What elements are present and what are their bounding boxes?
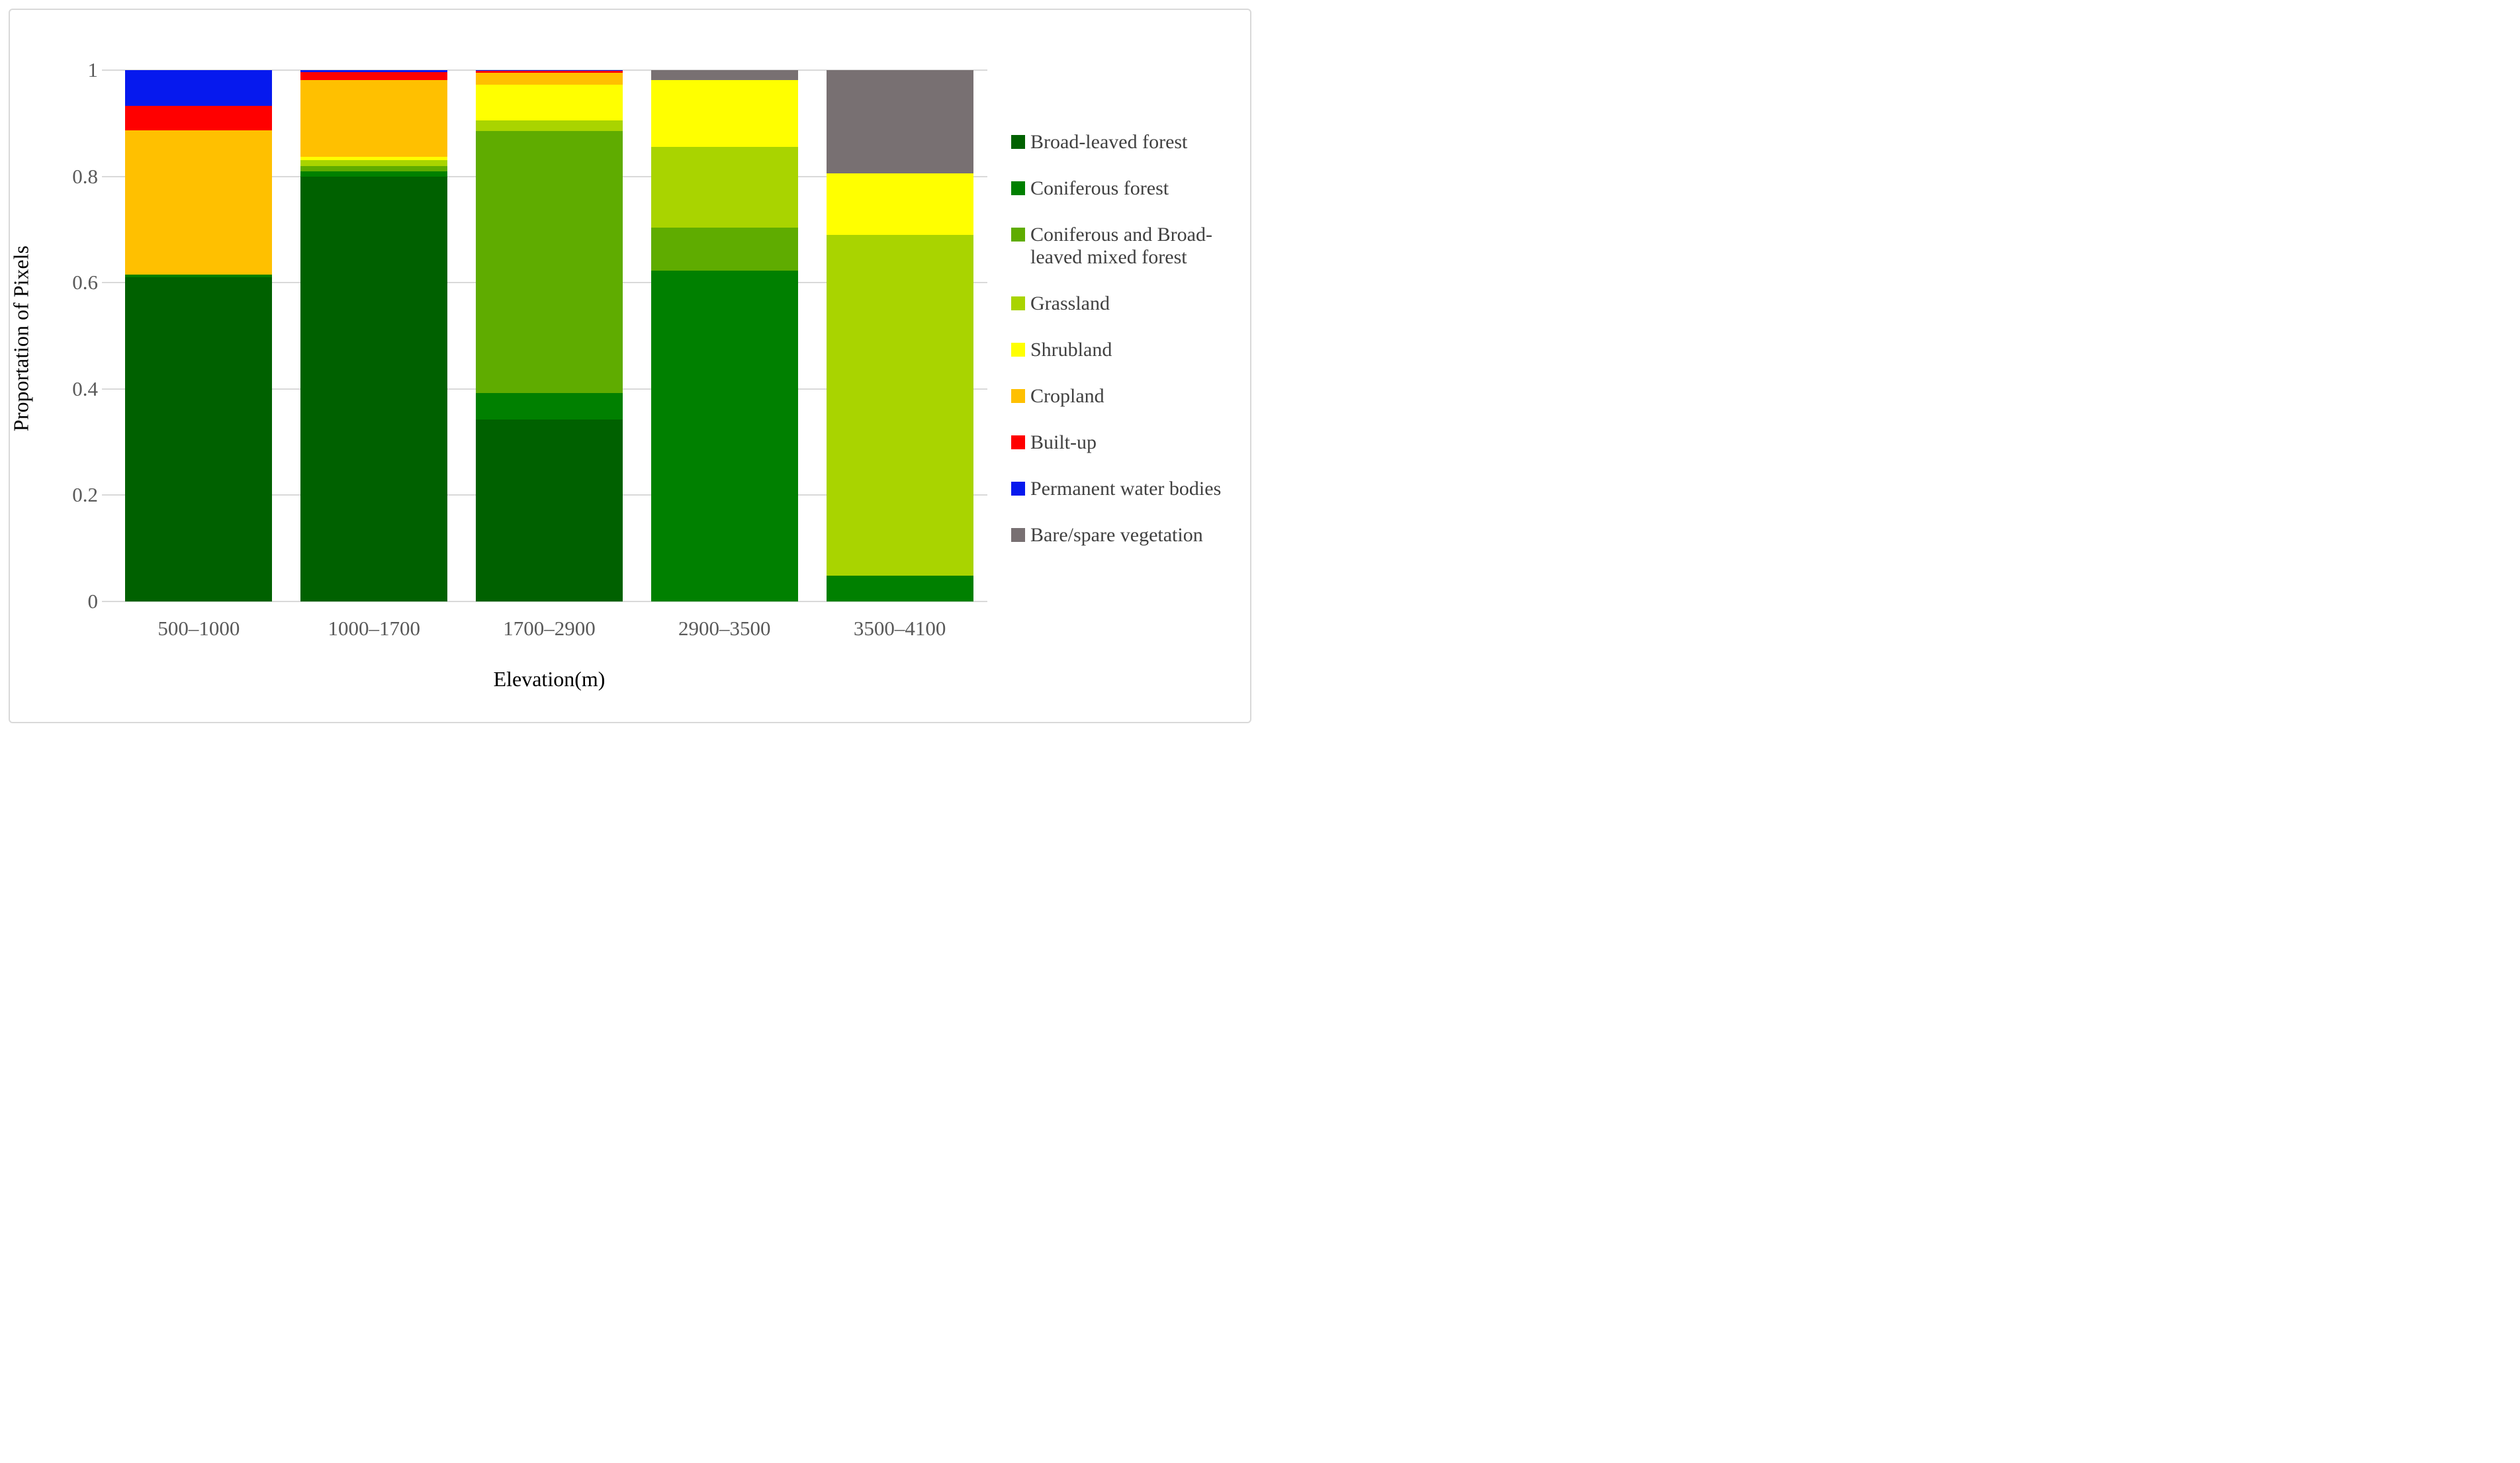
bar-segment [300, 159, 448, 166]
bar-group [111, 70, 987, 601]
bar-segment [475, 73, 623, 85]
bar-segment [125, 130, 273, 275]
bar-segment [651, 147, 798, 228]
y-tick-label: 0.6 [72, 271, 98, 294]
x-axis-tick-labels: 500–1000 1000–1700 1700–2900 2900–3500 3500–… [111, 617, 987, 641]
x-tick-label: 2900–3500 [678, 617, 771, 640]
bar-segment [475, 70, 623, 71]
bar-segment [125, 275, 273, 278]
bar-segment [475, 120, 623, 132]
bar-slot [637, 70, 812, 601]
bar-segment [125, 277, 273, 601]
stacked-bar-1000–1700 [300, 70, 448, 601]
bar-segment [826, 70, 973, 173]
legend-label: Built-up [1030, 431, 1097, 453]
legend-label: Grassland [1030, 292, 1110, 314]
stacked-bar-500–1000 [125, 70, 273, 601]
legend-item: Coniferous and Broad-leaved mixed forest [1011, 224, 1243, 269]
bar-segment [651, 70, 798, 81]
bar-segment [125, 105, 273, 130]
legend-label: Cropland [1030, 385, 1104, 407]
bar-segment [300, 72, 448, 80]
bar-slot [111, 70, 287, 601]
y-tick-label: 0.2 [72, 483, 98, 507]
bar-segment [475, 393, 623, 420]
legend-item: Grassland [1011, 292, 1243, 315]
bar-segment [826, 173, 973, 235]
bar-slot [287, 70, 462, 601]
gridline-y-0 [102, 601, 987, 602]
figure-border [9, 9, 1251, 723]
bar-segment [651, 80, 798, 148]
legend-item: Broad-leaved forest [1011, 131, 1243, 154]
y-tick-label: 0.8 [72, 164, 98, 188]
legend-item: Bare/spare vegetation [1011, 524, 1243, 547]
chart: Proportation of Pixels 1 0.8 0.6 0.4 0.2 0 50… [0, 0, 1260, 732]
legend-item: Coniferous forest [1011, 177, 1243, 200]
bar-segment [300, 165, 448, 171]
legend-swatch-icon [1011, 296, 1025, 310]
legend-swatch-icon [1011, 482, 1025, 496]
bar-segment [300, 70, 448, 73]
bar-segment [300, 156, 448, 160]
y-axis-tick-labels: 1 0.8 0.6 0.4 0.2 0 [0, 0, 1260, 732]
stacked-bar-3500–4100 [826, 70, 973, 601]
x-tick-label: 1700–2900 [503, 617, 596, 640]
legend-item: Cropland [1011, 385, 1243, 408]
legend-swatch-icon [1011, 389, 1025, 403]
bar-segment [826, 234, 973, 576]
bar-segment [651, 227, 798, 271]
legend-label: Coniferous forest [1030, 177, 1169, 199]
legend-label: Bare/spare vegetation [1030, 524, 1203, 546]
legend-label: Broad-leaved forest [1030, 131, 1188, 153]
legend-swatch-icon [1011, 181, 1025, 195]
gridline-y-1 [102, 69, 987, 71]
bar-segment [300, 171, 448, 177]
legend: Broad-leaved forest Coniferous forest Coni… [1011, 131, 1243, 547]
x-tick-label: 1000–1700 [328, 617, 420, 640]
y-tick-label: 1 [87, 58, 99, 81]
bar-segment [300, 176, 448, 601]
legend-label: Coniferous and Broad-leaved mixed forest [1030, 224, 1212, 268]
bar-segment [475, 419, 623, 601]
bar-segment [475, 70, 623, 73]
x-tick-label: 500–1000 [158, 617, 240, 640]
legend-swatch-icon [1011, 343, 1025, 357]
bar-segment [475, 131, 623, 394]
stacked-bar-2900–3500 [651, 70, 798, 601]
bar-segment [826, 575, 973, 601]
legend-item: Permanent water bodies [1011, 478, 1243, 500]
legend-swatch-icon [1011, 228, 1025, 242]
plot-area [102, 69, 987, 602]
bar-segment [125, 70, 273, 106]
bar-slot [462, 70, 637, 601]
y-tick-label: 0.4 [72, 377, 98, 400]
x-axis-title: Elevation(m) [493, 667, 606, 691]
legend-label: Shrubland [1030, 339, 1112, 361]
bar-segment [651, 270, 798, 601]
legend-swatch-icon [1011, 528, 1025, 542]
legend-label: Permanent water bodies [1030, 478, 1222, 500]
bar-segment [300, 79, 448, 157]
figure-canvas: Proportation of Pixels 1 0.8 0.6 0.4 0.2 0 50… [0, 0, 1260, 732]
x-tick-label: 3500–4100 [853, 617, 946, 640]
legend-swatch-icon [1011, 435, 1025, 449]
bar-segment [475, 84, 623, 121]
stacked-bar-1700–2900 [475, 70, 623, 601]
legend-swatch-icon [1011, 135, 1025, 149]
y-tick-label: 0 [87, 590, 99, 613]
legend-item: Shrubland [1011, 339, 1243, 361]
bar-slot [812, 70, 987, 601]
legend-item: Built-up [1011, 431, 1243, 454]
